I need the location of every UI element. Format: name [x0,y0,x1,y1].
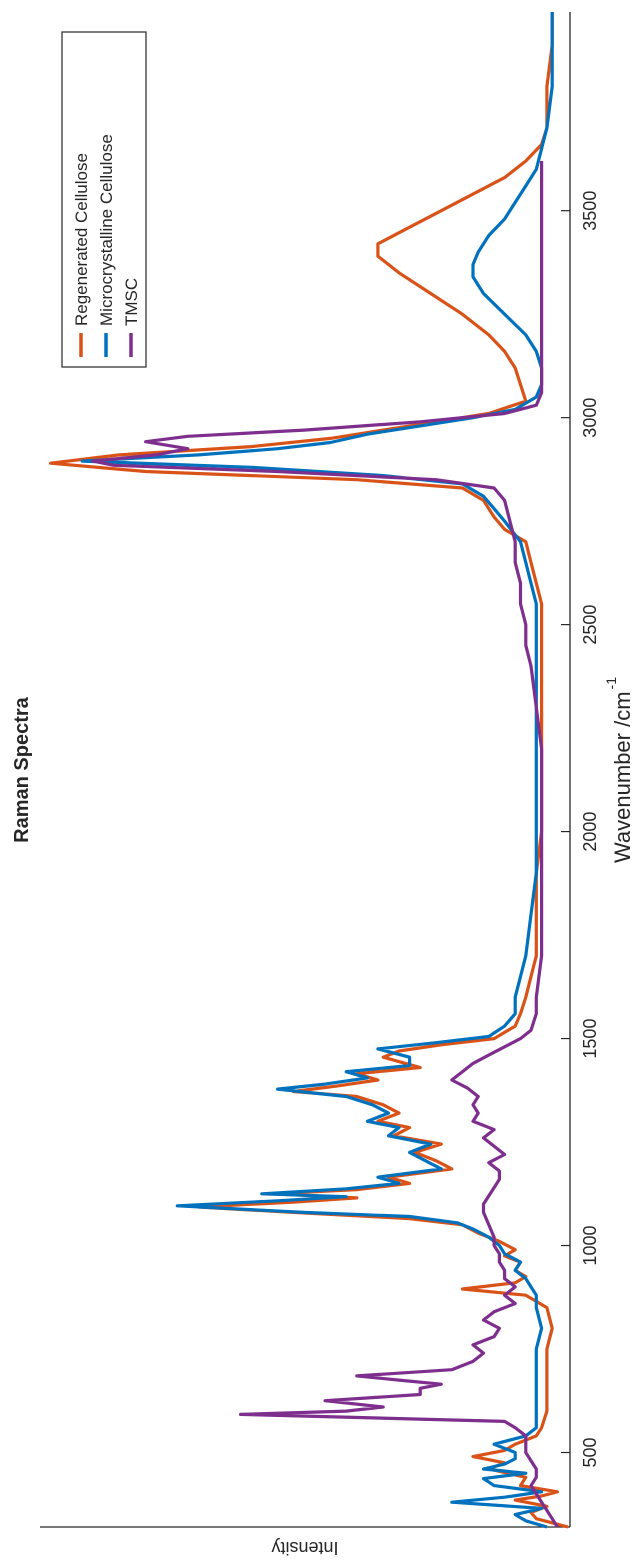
legend-label-1: Microcrystalline Cellulose [97,134,116,326]
x-axis-label-superscript: -1 [603,677,619,690]
x-tick-label-1: 1000 [580,1226,600,1266]
x-axis-label: Wavenumber /cm-1 [603,677,635,863]
y-axis-label: Intensity [271,1538,338,1558]
series-line-1 [80,12,554,1529]
x-tick-label-5: 3000 [580,398,600,438]
x-axis-label-text: Wavenumber /cm [610,691,635,863]
series-line-2 [91,161,559,1528]
plot-area: 500 1000 1500 2000 2500 3000 3500 Raman Spectr… [11,12,635,1558]
x-tick-label-2: 1500 [580,1019,600,1059]
x-tick-label-4: 2500 [580,605,600,645]
chart-title: Raman Spectra [11,696,33,842]
x-ticks: 500 1000 1500 2000 2500 3000 3500 [561,191,600,1468]
series-group [49,12,569,1529]
legend-box [61,31,147,368]
x-tick-label-0: 500 [580,1437,600,1467]
legend-label-0: Regenerated Cellulose [72,153,91,326]
legend-label-2: TMSC [122,278,141,326]
legend: Regenerated Cellulose Microcrystalline Ce… [61,31,147,368]
x-tick-label-6: 3500 [580,191,600,231]
x-tick-label-3: 2000 [580,812,600,852]
